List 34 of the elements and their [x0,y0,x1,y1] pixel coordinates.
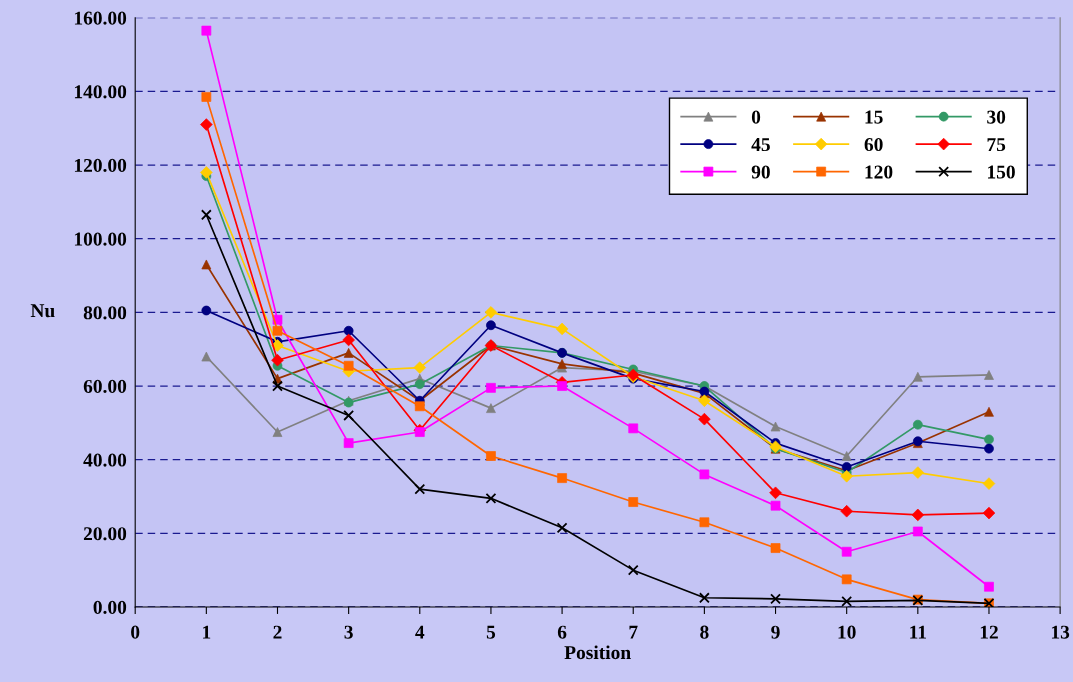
y-tick-label: 60.00 [83,379,127,394]
y-tick-label: 160.00 [74,11,127,25]
legend-label: 60 [864,137,883,152]
x-tick-label: 3 [344,625,353,639]
y-tick-label: 80.00 [83,306,127,320]
x-tick-label: 0 [131,625,140,639]
legend-label: 150 [988,165,1015,179]
legend-label: 45 [751,138,770,152]
y-axis-title: Nu [30,304,55,318]
x-tick-label: 2 [273,625,282,639]
x-tick-label: 6 [557,625,567,639]
legend-label: 120 [865,165,893,179]
x-tick-label: 1 [203,625,211,639]
x-tick-label: 11 [910,625,927,639]
x-tick-label: 7 [629,625,638,639]
legend-label: 30 [987,110,1006,124]
x-tick-label: 13 [1051,625,1070,639]
legend-label: 0 [751,110,761,124]
y-tick-label: 140.00 [74,85,127,99]
x-tick-label: 5 [486,625,496,639]
y-tick-label: 0.00 [93,600,127,614]
legend-label: 75 [987,138,1006,152]
x-tick-label: 12 [980,625,998,639]
legend-label: 90 [751,165,770,179]
legend-label: 15 [865,110,883,124]
x-axis-title: Position [564,645,631,660]
y-tick-label: 40.00 [83,453,127,467]
x-tick-label: 8 [700,625,709,639]
x-tick-label: 10 [838,625,856,639]
x-tick-label: 9 [771,625,780,639]
y-tick-label: 20.00 [83,527,127,541]
y-tick-label: 120.00 [74,158,127,173]
y-tick-label: 100.00 [74,232,127,246]
x-tick-label: 4 [415,625,425,639]
